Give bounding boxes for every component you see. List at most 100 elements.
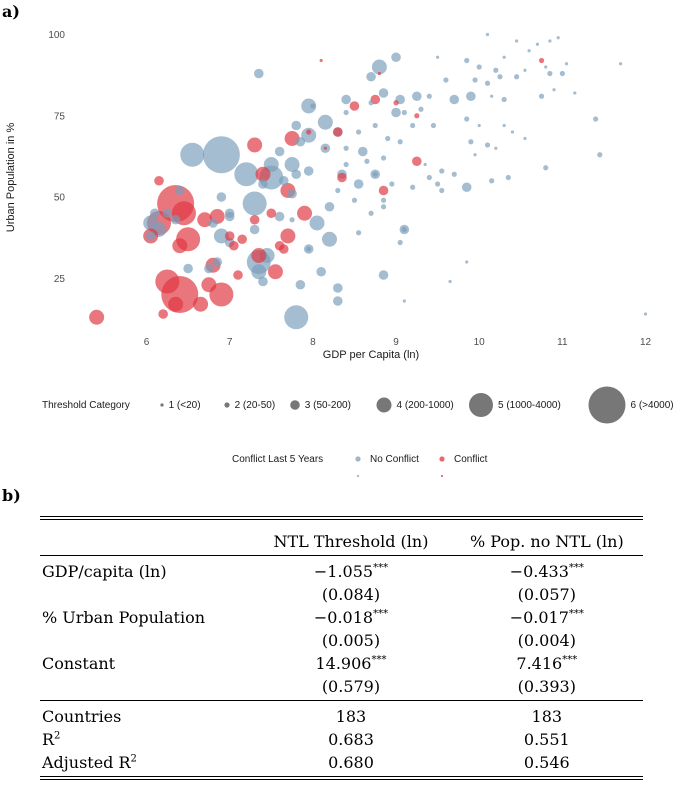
size-legend-key <box>376 397 392 413</box>
color-legend-key-small <box>356 474 360 478</box>
conflict-point <box>297 205 313 221</box>
table-row: (0.005) (0.004) <box>40 629 643 652</box>
conflict-point <box>255 166 271 182</box>
no-conflict-point <box>468 139 474 145</box>
no-conflict-point <box>573 91 577 95</box>
ntl-threshold-value: −0.018*** <box>313 608 389 627</box>
no-conflict-point <box>527 49 531 53</box>
row-label: R2 <box>42 730 61 749</box>
no-conflict-point <box>523 136 527 141</box>
no-conflict-point <box>401 109 407 116</box>
size-legend-label: 1 (<20) <box>169 400 201 411</box>
no-conflict-point <box>287 188 297 199</box>
no-conflict-point <box>372 122 378 129</box>
no-conflict-point <box>389 181 395 187</box>
no-conflict-point <box>472 77 478 83</box>
x-tick-label: 11 <box>557 337 568 348</box>
no-conflict-point <box>208 218 218 228</box>
no-conflict-point <box>301 127 317 143</box>
conflict-point <box>377 71 381 76</box>
no-conflict-point <box>410 122 416 129</box>
no-conflict-point <box>324 201 335 212</box>
conflict-point <box>201 277 217 293</box>
no-conflict-point <box>426 93 432 99</box>
panel-b-letter: b) <box>2 486 21 505</box>
no-conflict-point <box>213 228 229 244</box>
no-conflict-point <box>412 91 422 102</box>
no-conflict-point <box>145 231 156 241</box>
no-conflict-point <box>204 263 214 274</box>
table-row: R2 0.683 0.551 <box>40 728 643 751</box>
no-conflict-point <box>291 120 302 131</box>
no-conflict-point <box>242 191 267 216</box>
no-conflict-point <box>170 214 181 225</box>
no-conflict-point <box>477 123 481 128</box>
conflict-point <box>168 296 184 312</box>
no-conflict-point <box>493 67 499 73</box>
color-legend-key <box>439 456 445 462</box>
no-conflict-point <box>366 71 376 82</box>
conflict-point <box>267 264 283 280</box>
no-conflict-point <box>448 279 452 284</box>
ntl-threshold-value: −1.055*** <box>313 562 389 581</box>
conflict-point <box>224 231 235 241</box>
size-legend-title: Threshold Category <box>42 400 130 411</box>
no-conflict-point <box>301 98 317 114</box>
conflict-point <box>538 57 545 64</box>
conflict-point <box>349 101 360 111</box>
conflict-point <box>337 172 347 183</box>
pop-no-ntl-value: −0.017*** <box>509 608 584 627</box>
table-row: GDP/capita (ln) −1.055*** −0.433*** <box>40 560 643 583</box>
size-legend-label: 2 (20-50) <box>235 400 276 411</box>
no-conflict-point <box>249 224 260 235</box>
x-tick-label: 6 <box>144 337 150 348</box>
row-label: Constant <box>42 654 116 673</box>
no-conflict-point <box>559 70 565 77</box>
no-conflict-point <box>316 266 326 277</box>
no-conflict-point <box>333 283 343 293</box>
pop-no-ntl-value: 7.416*** <box>516 654 578 673</box>
pop-no-ntl-value: (0.393) <box>517 677 576 696</box>
no-conflict-point <box>510 130 515 134</box>
no-conflict-point <box>378 88 389 98</box>
conflict-point <box>274 240 285 251</box>
no-conflict-point <box>451 171 457 177</box>
no-conflict-point <box>505 174 511 181</box>
table-row: Adjusted R2 0.680 0.546 <box>40 751 643 774</box>
no-conflict-point <box>485 32 490 37</box>
size-legend-label: 5 (1000-4000) <box>498 400 561 411</box>
no-conflict-point <box>476 64 482 70</box>
no-conflict-point <box>523 68 527 72</box>
scatter-chart: 6 7 8 9 10 11 12 25 50 75 100 GDP per Capita (ln) Ur… <box>5 30 674 478</box>
conflict-point <box>266 208 277 219</box>
no-conflict-point <box>535 42 540 46</box>
table-row: Countries 183 183 <box>40 705 643 728</box>
no-conflict-point <box>464 116 470 122</box>
color-legend-title: Conflict Last 5 Years <box>232 454 323 465</box>
no-conflict-point <box>618 62 623 66</box>
no-conflict-point <box>295 279 306 290</box>
size-legend-key <box>160 403 164 407</box>
size-legend-key <box>469 393 493 417</box>
no-conflict-point <box>180 142 205 167</box>
table-bottom-rule <box>40 776 643 780</box>
no-conflict-point <box>410 184 416 190</box>
no-conflict-point <box>380 204 387 210</box>
no-conflict-point <box>343 145 349 151</box>
no-conflict-point <box>310 103 316 109</box>
no-conflict-point <box>303 166 314 176</box>
conflict-point <box>233 270 243 280</box>
table-stat-body: Countries 183 183 R2 0.683 0.551 Adjusted R2 0.… <box>40 705 643 774</box>
x-tick-label: 10 <box>474 337 486 348</box>
conflict-point <box>323 146 327 150</box>
no-conflict-point <box>274 211 285 222</box>
no-conflict-point <box>497 74 503 80</box>
y-axis-label: Urban Population in % <box>5 123 17 233</box>
no-conflict-point <box>364 158 370 164</box>
no-conflict-point <box>321 231 337 247</box>
no-conflict-point <box>544 65 548 69</box>
no-conflict-point <box>378 270 389 280</box>
no-conflict-point <box>371 59 387 75</box>
size-legend-key <box>290 400 300 410</box>
no-conflict-point <box>552 88 556 92</box>
